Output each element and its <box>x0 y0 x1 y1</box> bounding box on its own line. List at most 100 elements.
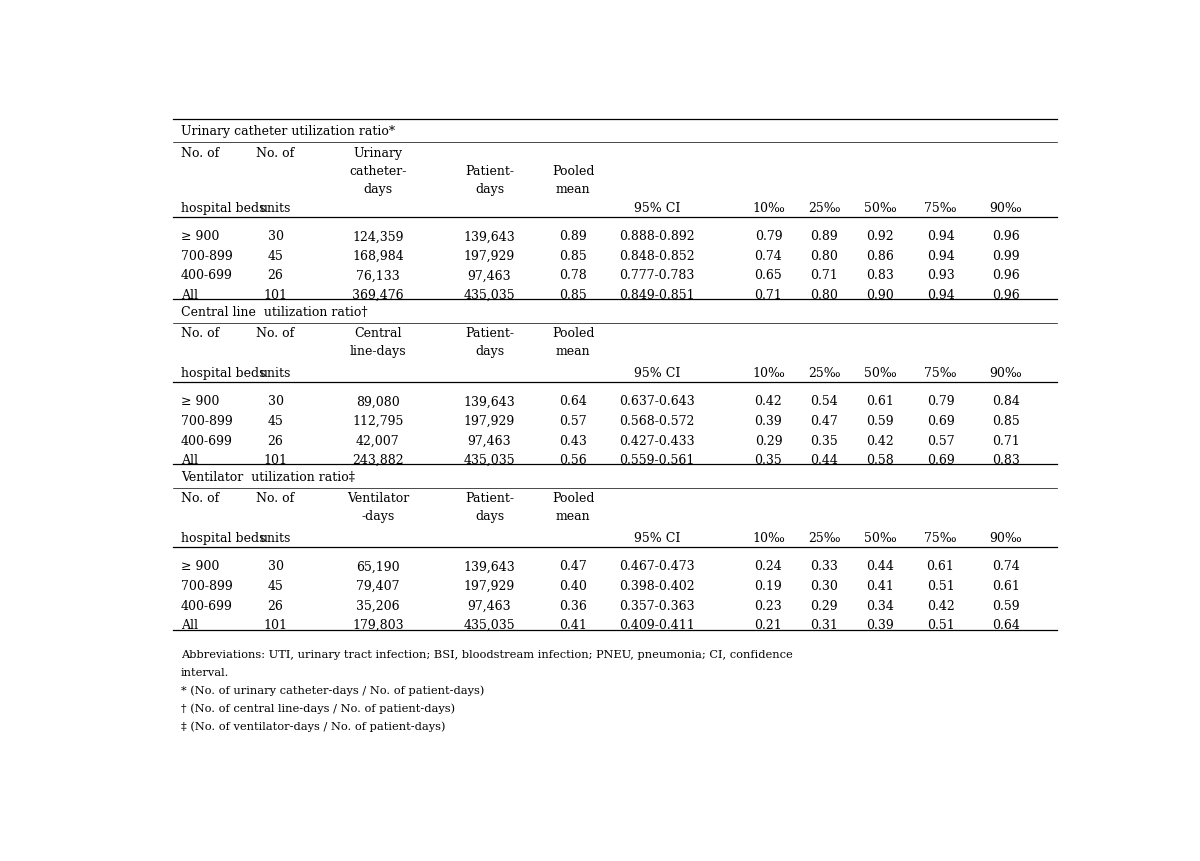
Text: 700-899: 700-899 <box>181 250 233 263</box>
Text: 0.41: 0.41 <box>559 618 587 631</box>
Text: 0.41: 0.41 <box>866 579 894 592</box>
Text: 0.84: 0.84 <box>991 395 1020 408</box>
Text: 0.56: 0.56 <box>559 454 587 467</box>
Text: units: units <box>260 367 292 380</box>
Text: No. of: No. of <box>181 492 218 505</box>
Text: No. of: No. of <box>257 327 295 340</box>
Text: 0.40: 0.40 <box>559 579 587 592</box>
Text: mean: mean <box>556 510 590 523</box>
Text: 0.357-0.363: 0.357-0.363 <box>619 599 695 612</box>
Text: 25‰: 25‰ <box>808 531 840 544</box>
Text: 243,882: 243,882 <box>352 454 403 467</box>
Text: 0.61: 0.61 <box>926 560 954 573</box>
Text: 50‰: 50‰ <box>864 531 896 544</box>
Text: 95% CI: 95% CI <box>634 367 680 380</box>
Text: No. of: No. of <box>257 492 295 505</box>
Text: 26: 26 <box>268 434 283 447</box>
Text: 101: 101 <box>264 454 288 467</box>
Text: 0.64: 0.64 <box>559 395 587 408</box>
Text: 0.80: 0.80 <box>810 250 838 263</box>
Text: All: All <box>181 618 198 631</box>
Text: 0.29: 0.29 <box>810 599 838 612</box>
Text: 90‰: 90‰ <box>989 531 1022 544</box>
Text: Abbreviations: UTI, urinary tract infection; BSI, bloodstream infection; PNEU, p: Abbreviations: UTI, urinary tract infect… <box>181 649 792 660</box>
Text: days: days <box>475 345 504 358</box>
Text: 0.61: 0.61 <box>991 579 1020 592</box>
Text: 0.71: 0.71 <box>755 288 782 301</box>
Text: 30: 30 <box>268 230 283 243</box>
Text: 30: 30 <box>268 560 283 573</box>
Text: 0.89: 0.89 <box>810 230 838 243</box>
Text: 435,035: 435,035 <box>463 288 515 301</box>
Text: 65,190: 65,190 <box>356 560 400 573</box>
Text: 0.467-0.473: 0.467-0.473 <box>619 560 695 573</box>
Text: interval.: interval. <box>181 667 229 678</box>
Text: 75‰: 75‰ <box>924 367 956 380</box>
Text: 400-699: 400-699 <box>181 599 233 612</box>
Text: 139,643: 139,643 <box>463 560 515 573</box>
Text: hospital beds: hospital beds <box>181 531 265 544</box>
Text: 0.92: 0.92 <box>866 230 894 243</box>
Text: 0.849-0.851: 0.849-0.851 <box>619 288 695 301</box>
Text: mean: mean <box>556 345 590 358</box>
Text: 0.54: 0.54 <box>810 395 838 408</box>
Text: 75‰: 75‰ <box>924 531 956 544</box>
Text: 124,359: 124,359 <box>352 230 403 243</box>
Text: Patient-: Patient- <box>464 327 514 340</box>
Text: 42,007: 42,007 <box>356 434 400 447</box>
Text: 0.44: 0.44 <box>810 454 838 467</box>
Text: Pooled: Pooled <box>552 327 594 340</box>
Text: 139,643: 139,643 <box>463 395 515 408</box>
Text: 0.637-0.643: 0.637-0.643 <box>619 395 695 408</box>
Text: 0.848-0.852: 0.848-0.852 <box>619 250 695 263</box>
Text: Pooled: Pooled <box>552 164 594 177</box>
Text: 0.89: 0.89 <box>559 230 587 243</box>
Text: 0.83: 0.83 <box>866 269 894 282</box>
Text: 0.59: 0.59 <box>866 414 894 427</box>
Text: 0.44: 0.44 <box>866 560 894 573</box>
Text: 0.58: 0.58 <box>866 454 894 467</box>
Text: 101: 101 <box>264 618 288 631</box>
Text: 0.568-0.572: 0.568-0.572 <box>619 414 695 427</box>
Text: No. of: No. of <box>181 147 218 160</box>
Text: 0.64: 0.64 <box>991 618 1020 631</box>
Text: 0.96: 0.96 <box>991 230 1020 243</box>
Text: 0.74: 0.74 <box>991 560 1020 573</box>
Text: 75‰: 75‰ <box>924 201 956 214</box>
Text: Ventilator: Ventilator <box>347 492 409 505</box>
Text: 0.59: 0.59 <box>991 599 1020 612</box>
Text: 369,476: 369,476 <box>352 288 403 301</box>
Text: 26: 26 <box>268 599 283 612</box>
Text: 700-899: 700-899 <box>181 579 233 592</box>
Text: ≥ 900: ≥ 900 <box>181 230 220 243</box>
Text: 0.35: 0.35 <box>755 454 782 467</box>
Text: 0.21: 0.21 <box>755 618 782 631</box>
Text: Patient-: Patient- <box>464 164 514 177</box>
Text: 79,407: 79,407 <box>356 579 400 592</box>
Text: 95% CI: 95% CI <box>634 201 680 214</box>
Text: 0.427-0.433: 0.427-0.433 <box>619 434 695 447</box>
Text: catheter-: catheter- <box>349 164 407 177</box>
Text: 0.47: 0.47 <box>559 560 587 573</box>
Text: 0.34: 0.34 <box>866 599 894 612</box>
Text: days: days <box>475 183 504 195</box>
Text: 97,463: 97,463 <box>468 434 511 447</box>
Text: 0.69: 0.69 <box>926 454 954 467</box>
Text: 90‰: 90‰ <box>989 367 1022 380</box>
Text: ‡ (No. of ventilator-days / No. of patient-days): ‡ (No. of ventilator-days / No. of patie… <box>181 721 445 731</box>
Text: 0.39: 0.39 <box>866 618 894 631</box>
Text: 0.83: 0.83 <box>991 454 1020 467</box>
Text: -days: -days <box>361 510 395 523</box>
Text: 0.31: 0.31 <box>810 618 838 631</box>
Text: 400-699: 400-699 <box>181 434 233 447</box>
Text: 0.43: 0.43 <box>559 434 587 447</box>
Text: days: days <box>364 183 392 195</box>
Text: 112,795: 112,795 <box>352 414 403 427</box>
Text: 10‰: 10‰ <box>752 201 785 214</box>
Text: 45: 45 <box>268 579 283 592</box>
Text: 0.80: 0.80 <box>810 288 838 301</box>
Text: 0.94: 0.94 <box>926 230 954 243</box>
Text: units: units <box>260 201 292 214</box>
Text: 0.42: 0.42 <box>926 599 954 612</box>
Text: Central line  utilization ratio†: Central line utilization ratio† <box>181 306 367 319</box>
